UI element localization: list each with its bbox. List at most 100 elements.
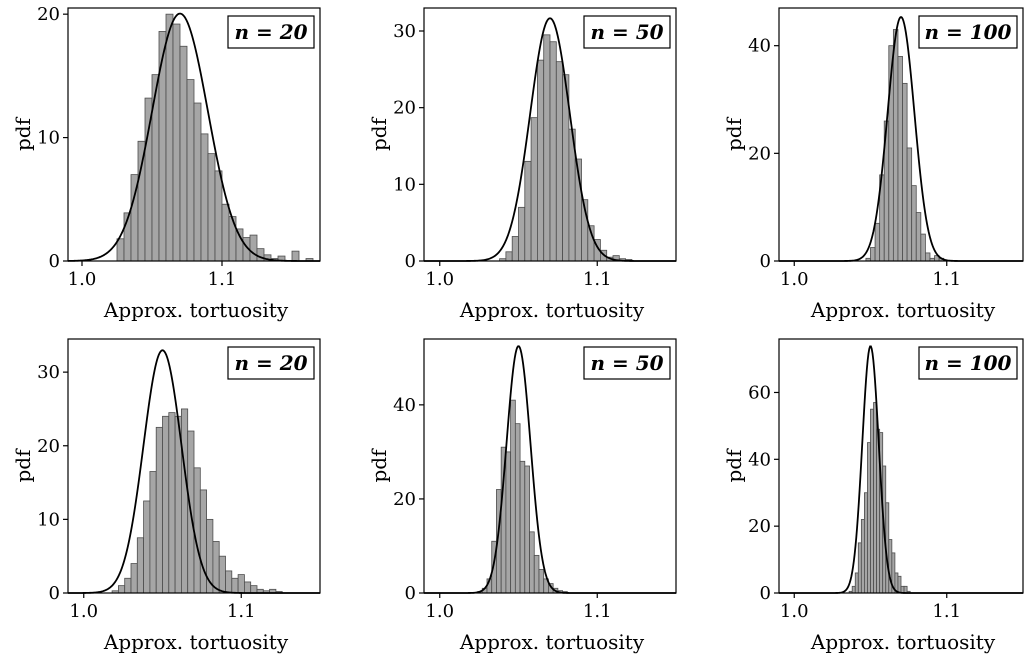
y-tick-label: 10 — [37, 509, 60, 530]
histogram-bar — [854, 572, 859, 594]
x-tick-label: 1.0 — [425, 269, 454, 290]
y-axis-label: pdf — [11, 448, 35, 483]
plot-frame — [778, 338, 1024, 594]
y-axis-label: pdf — [11, 116, 35, 151]
histogram-bar — [155, 426, 163, 594]
histogram-bar — [218, 555, 226, 594]
y-tick-label: 40 — [748, 449, 771, 470]
histogram-bar — [537, 59, 545, 262]
histogram-bar — [511, 236, 519, 262]
y-tick-label: 10 — [37, 128, 60, 149]
histogram-bar — [874, 222, 881, 262]
y-tick-label: 20 — [37, 4, 60, 25]
histogram-bar — [518, 206, 526, 262]
histogram-bar — [870, 408, 874, 594]
x-tick-label: 1.0 — [780, 269, 809, 290]
histogram-bar — [249, 234, 258, 262]
histogram-bar — [172, 23, 181, 262]
x-tick-label: 1.0 — [69, 601, 98, 622]
histogram-bar — [543, 34, 551, 262]
histogram-bar — [870, 247, 876, 262]
x-axis-label: Approx. tortuosity — [810, 298, 996, 322]
histogram-bar — [897, 56, 903, 262]
y-tick-label: 30 — [393, 21, 416, 42]
histogram-bar — [920, 233, 926, 262]
histogram-bar — [505, 251, 513, 262]
legend-label: n = 50 — [590, 20, 663, 44]
fit-curve — [779, 345, 1023, 594]
histogram-bar — [144, 97, 153, 262]
histogram-panel-6: 1.0 1.1 0 20 40 60 Approx. tortuosity pdf n = 10… — [722, 338, 1024, 654]
histogram-bar — [243, 581, 252, 594]
x-tick-label: 1.1 — [583, 269, 612, 290]
histogram-bar — [529, 531, 535, 594]
histogram-bar — [857, 542, 862, 594]
histogram-bar — [549, 41, 557, 262]
y-tick-label: 10 — [393, 174, 416, 195]
histogram-bar — [925, 252, 931, 262]
fit-curve — [424, 345, 676, 594]
histogram-bar — [200, 133, 209, 262]
histogram-bar — [143, 500, 151, 594]
histogram-bar — [221, 203, 230, 262]
histogram-bar — [256, 248, 265, 262]
histogram-bar — [136, 537, 145, 594]
x-axis-label: Approx. tortuosity — [103, 630, 289, 654]
histogram-bar — [199, 489, 208, 594]
histogram-bar — [179, 45, 188, 262]
histogram-bar — [510, 399, 516, 594]
y-tick-label: 20 — [748, 143, 771, 164]
histogram-bar — [915, 212, 922, 262]
histogram-bar — [897, 575, 902, 594]
histogram-bar — [906, 147, 913, 262]
plot-frame — [67, 338, 321, 594]
legend-label: n = 20 — [234, 20, 307, 44]
histogram-bar — [116, 238, 125, 262]
y-tick-label: 0 — [49, 583, 60, 604]
legend-box — [583, 346, 671, 380]
histogram-panel-4: 1.0 1.1 0 10 20 30 Approx. tortuosity pdf n = 20 — [11, 338, 321, 654]
plot-frame — [67, 7, 321, 262]
histogram-panel-2: 1.0 1.1 0 10 20 30 Approx. tortuosity pdf n = 50 — [367, 7, 677, 322]
histogram-bar — [555, 61, 563, 262]
histogram-bar — [124, 577, 132, 594]
x-tick-label: 1.0 — [780, 601, 809, 622]
histogram-bar — [180, 408, 189, 594]
histogram-bar — [902, 82, 908, 262]
y-axis-label: pdf — [722, 448, 746, 483]
histogram-bar — [237, 574, 245, 594]
histogram-bar — [207, 153, 216, 262]
histogram-bar — [291, 250, 300, 262]
histogram-bar — [903, 585, 908, 594]
legend-box — [227, 346, 315, 380]
x-tick-label: 1.1 — [932, 601, 961, 622]
x-axis-label: Approx. tortuosity — [459, 298, 645, 322]
histogram-bar — [193, 102, 202, 262]
x-tick-label: 1.0 — [68, 269, 97, 290]
y-tick-label: 20 — [748, 516, 771, 537]
histogram-bar — [530, 117, 538, 262]
x-axis-label: Approx. tortuosity — [810, 630, 996, 654]
y-tick-label: 0 — [405, 583, 416, 604]
histogram-bar — [137, 140, 146, 262]
histogram-bar — [538, 569, 545, 594]
x-axis-label: Approx. tortuosity — [103, 298, 289, 322]
histogram-bar — [212, 541, 220, 594]
histogram-bar — [860, 519, 865, 594]
legend-box — [918, 15, 1018, 49]
histogram-bar — [533, 554, 540, 594]
histogram-bar — [867, 442, 871, 594]
legend-box — [583, 15, 671, 49]
legend-label: n = 50 — [590, 351, 663, 375]
histogram-bar — [524, 160, 532, 262]
legend-box — [918, 346, 1018, 380]
y-tick-label: 20 — [393, 489, 416, 510]
x-tick-label: 1.1 — [932, 269, 961, 290]
histogram-bar — [168, 412, 176, 594]
histogram-bar — [118, 585, 126, 594]
plot-frame — [423, 7, 677, 262]
y-tick-label: 20 — [393, 98, 416, 119]
histogram-bar — [851, 585, 856, 594]
histogram-bar — [193, 467, 201, 594]
